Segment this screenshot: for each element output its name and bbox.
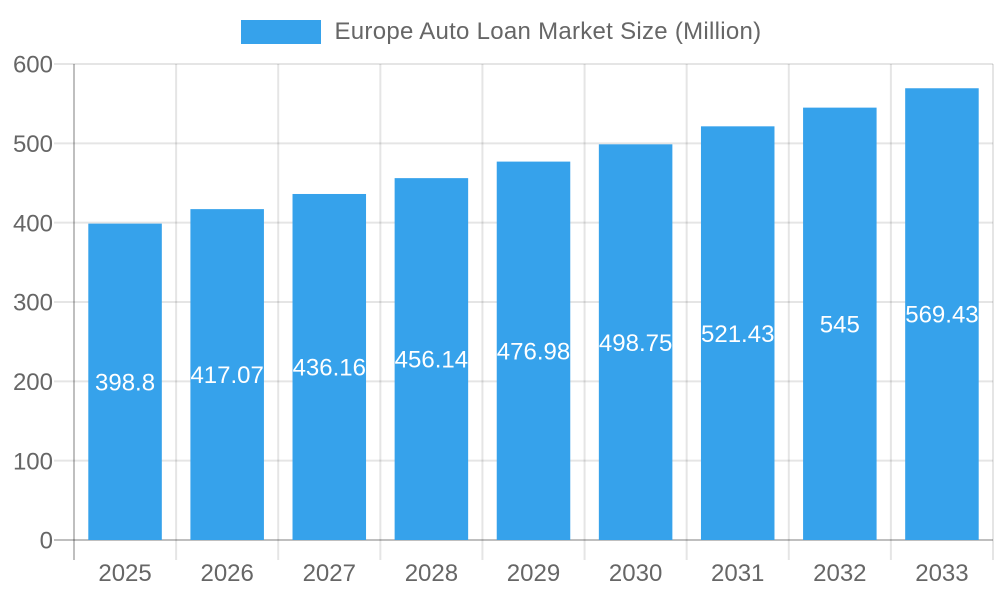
- svg-text:Europe Auto Loan Market Size (: Europe Auto Loan Market Size (Million): [335, 18, 762, 45]
- svg-text:2030: 2030: [609, 560, 662, 587]
- svg-text:456.14: 456.14: [395, 347, 468, 374]
- svg-text:2031: 2031: [711, 560, 764, 587]
- svg-text:300: 300: [13, 290, 53, 317]
- svg-text:2025: 2025: [98, 560, 151, 587]
- svg-text:521.43: 521.43: [701, 321, 774, 348]
- svg-text:2029: 2029: [507, 560, 560, 587]
- svg-text:417.07: 417.07: [190, 362, 263, 389]
- svg-text:400: 400: [13, 210, 53, 237]
- svg-text:2027: 2027: [303, 560, 356, 587]
- svg-text:498.75: 498.75: [599, 330, 672, 357]
- svg-text:100: 100: [13, 448, 53, 475]
- svg-text:500: 500: [13, 131, 53, 158]
- svg-text:436.16: 436.16: [293, 355, 366, 382]
- svg-text:2028: 2028: [405, 560, 458, 587]
- svg-text:200: 200: [13, 369, 53, 396]
- svg-text:2032: 2032: [813, 560, 866, 587]
- svg-text:2033: 2033: [915, 560, 968, 587]
- svg-text:0: 0: [40, 528, 53, 555]
- svg-text:569.43: 569.43: [905, 302, 978, 329]
- svg-text:545: 545: [820, 311, 860, 338]
- svg-text:2026: 2026: [200, 560, 253, 587]
- svg-text:398.8: 398.8: [95, 369, 155, 396]
- svg-text:476.98: 476.98: [497, 338, 570, 365]
- svg-text:600: 600: [13, 52, 53, 79]
